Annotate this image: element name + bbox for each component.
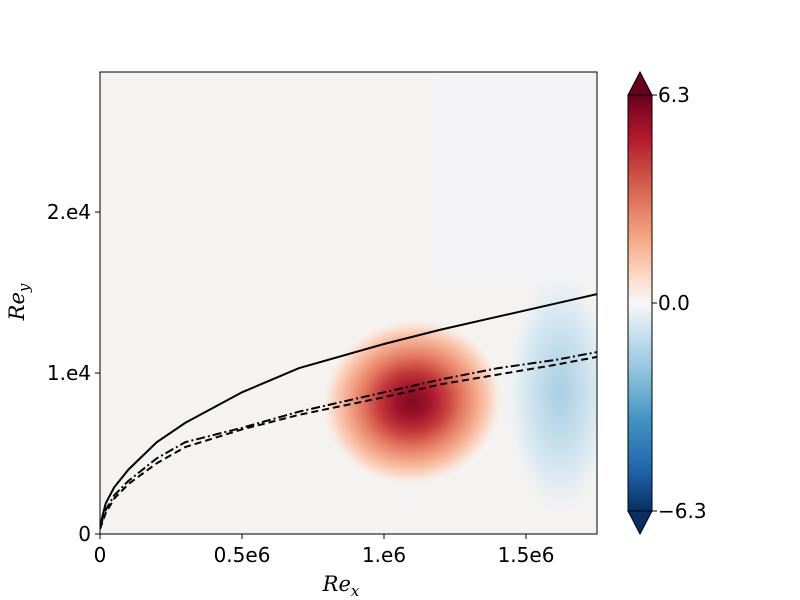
- positive-lobe: [320, 317, 505, 487]
- colorbar-body: [627, 94, 653, 512]
- series-line-dashdot: [100, 351, 597, 528]
- negative-lobe: [503, 264, 597, 521]
- x-tick-label: 1.5e6: [498, 543, 555, 567]
- series-line-solid: [100, 293, 597, 527]
- x-axis-label: Rex: [322, 572, 360, 600]
- colorbar-ticks: 6.3 0.0 −6.3: [652, 83, 707, 523]
- y-tick-label: 2.e4: [47, 200, 91, 224]
- x-tick-label: 1.e6: [362, 543, 406, 567]
- colorbar-extend-bottom: [627, 510, 653, 536]
- y-axis-ticks: 0 1.e4 2.e4: [47, 200, 100, 546]
- x-tick-label: 0: [94, 543, 107, 567]
- y-tick-label: 0: [78, 522, 91, 546]
- x-axis-ticks: 0 0.5e6 1.e6 1.5e6: [94, 534, 555, 567]
- colorbar-tick-label: 6.3: [658, 83, 690, 107]
- plot-area: [99, 71, 598, 535]
- colorbar-tick-label: −6.3: [658, 499, 707, 523]
- y-axis-label: Rey: [5, 283, 33, 321]
- x-tick-label: 0.5e6: [214, 543, 271, 567]
- field-region-upper-right: [433, 72, 597, 282]
- boundary-lines: [100, 293, 597, 530]
- plot-frame: [99, 71, 598, 535]
- series-line-dashed: [100, 355, 597, 530]
- y-tick-label: 1.e4: [47, 361, 91, 385]
- colorbar: 6.3 0.0 −6.3: [627, 70, 707, 536]
- colorbar-extend-top: [627, 70, 653, 96]
- colorbar-tick-label: 0.0: [658, 291, 690, 315]
- contour-field: [320, 72, 597, 521]
